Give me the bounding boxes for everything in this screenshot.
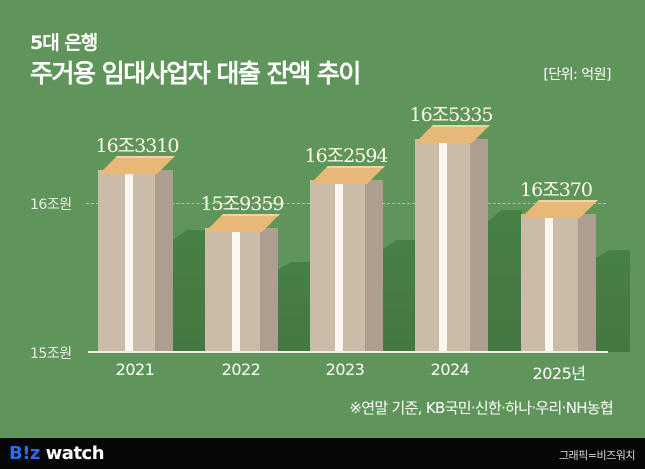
value-label-2025: 16조370 — [520, 179, 593, 201]
bar-2023 — [310, 180, 383, 352]
value-label-2023: 16조2594 — [304, 145, 388, 167]
footnote: ※연말 기준, KB국민·신한·하나·우리·NH농협 — [349, 399, 613, 417]
logo-biz: B!z — [9, 443, 40, 464]
x-label-2021: 2021 — [115, 360, 155, 379]
graphic-credit: 그래픽=비즈워치 — [558, 449, 636, 462]
x-label-2022: 2022 — [221, 360, 261, 379]
bar-2021 — [98, 170, 173, 352]
chart-title: 주거용 임대사업자 대출 잔액 추이 — [30, 59, 361, 88]
value-label-2022: 15조9359 — [200, 193, 284, 215]
bar-2024 — [415, 139, 488, 352]
x-label-2023: 2023 — [325, 360, 365, 379]
footer-bar — [0, 438, 645, 469]
y-tick-15: 15조원 — [30, 346, 72, 362]
bar-shadow — [278, 262, 312, 352]
x-label-2025: 2025년 — [532, 364, 586, 383]
bar-shadow — [596, 250, 630, 352]
bar-2025 — [521, 214, 596, 352]
logo-watch: watch — [39, 443, 105, 464]
x-label-2024: 2024 — [430, 360, 470, 379]
y-tick-16: 16조원 — [30, 197, 72, 213]
bar-shadow — [173, 230, 207, 352]
bar-shadow — [383, 240, 417, 352]
unit-label: [단위: 억원] — [543, 67, 611, 83]
x-axis-baseline — [88, 351, 608, 353]
bizwatch-logo: B!z watch — [9, 443, 105, 464]
bar-shadow — [488, 210, 522, 352]
chart-supertitle: 5대 은행 — [30, 32, 98, 54]
chart-canvas: 5대 은행 주거용 임대사업자 대출 잔액 추이 [단위: 억원] 16조원 1… — [30, 32, 630, 417]
value-label-2021: 16조3310 — [95, 135, 179, 157]
bar-2022 — [205, 228, 278, 352]
value-label-2024: 16조5335 — [409, 104, 493, 126]
